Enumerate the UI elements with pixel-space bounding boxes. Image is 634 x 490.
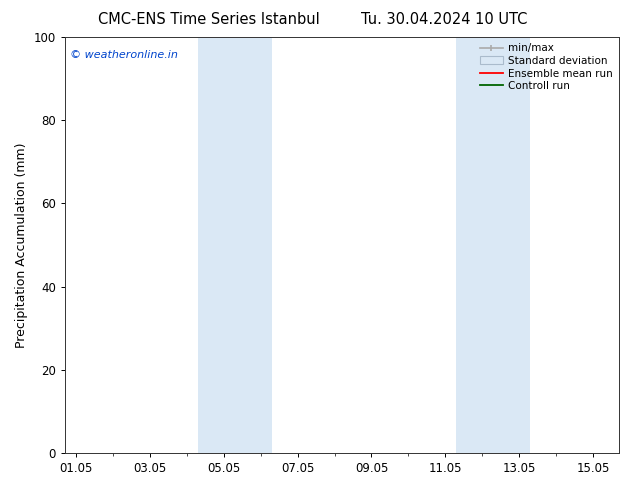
Legend: min/max, Standard deviation, Ensemble mean run, Controll run: min/max, Standard deviation, Ensemble me…	[477, 40, 616, 95]
Y-axis label: Precipitation Accumulation (mm): Precipitation Accumulation (mm)	[15, 142, 28, 348]
Bar	[198, 37, 272, 453]
Text: Tu. 30.04.2024 10 UTC: Tu. 30.04.2024 10 UTC	[361, 12, 527, 27]
Text: © weatheronline.in: © weatheronline.in	[70, 49, 178, 60]
Bar	[456, 37, 530, 453]
Text: CMC-ENS Time Series Istanbul: CMC-ENS Time Series Istanbul	[98, 12, 320, 27]
